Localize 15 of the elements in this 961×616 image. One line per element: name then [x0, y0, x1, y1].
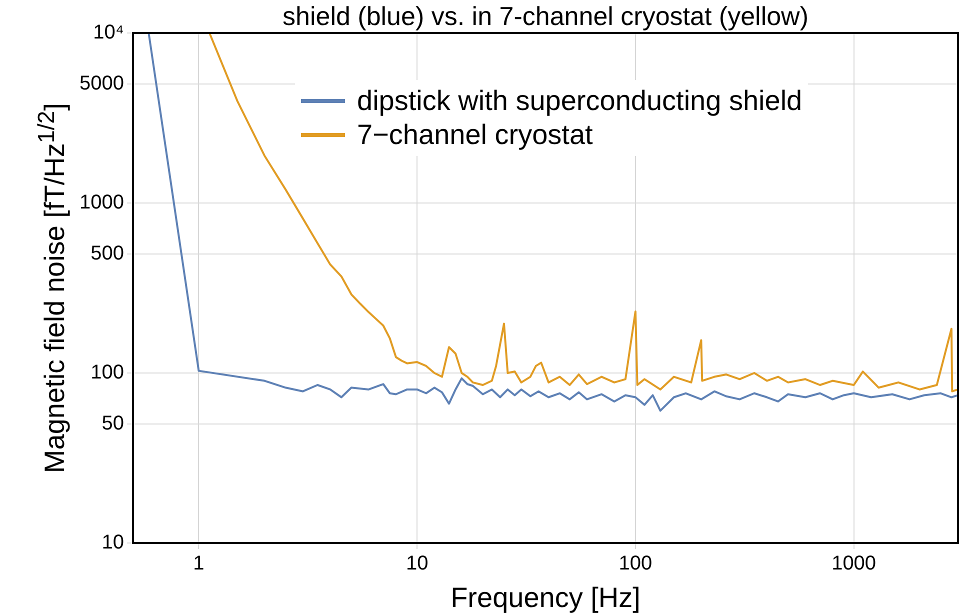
- x-tick-label: 100: [618, 552, 652, 575]
- y-tick-label: 500: [90, 242, 124, 265]
- y-tick-label: 1000: [80, 192, 124, 214]
- legend-label: dipstick with superconducting shield: [357, 85, 802, 117]
- x-tick-label: 1: [193, 552, 204, 575]
- legend-label: 7−channel cryostat: [357, 119, 593, 151]
- y-tick-label: 5000: [80, 72, 124, 95]
- x-axis-title: Frequency [Hz]: [450, 582, 642, 614]
- y-tick-label: 100: [90, 362, 124, 384]
- chart-title: shield (blue) vs. in 7-channel cryostat (yellow): [282, 1, 810, 31]
- x-tick-label: 1000: [832, 552, 876, 575]
- y-tick-label: 10⁴: [93, 22, 124, 44]
- x-tick-label: 10: [406, 552, 428, 575]
- y-tick-label: 10: [102, 532, 124, 554]
- y-tick-label: 50: [102, 412, 124, 435]
